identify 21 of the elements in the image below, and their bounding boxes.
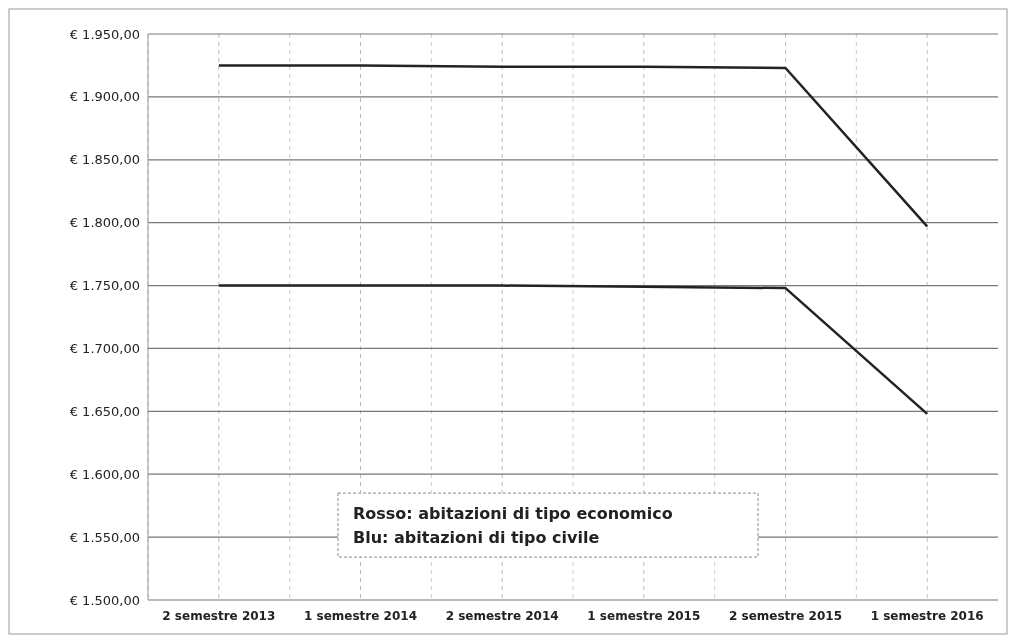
- x-tick-label: 2 semestre 2015: [729, 609, 842, 623]
- x-tick-label: 1 semestre 2014: [304, 609, 417, 623]
- x-tick-label: 2 semestre 2013: [162, 609, 276, 623]
- y-tick-label: € 1.500,00: [69, 592, 140, 608]
- y-tick-label: € 1.750,00: [69, 278, 140, 294]
- line-series: [217, 64, 929, 228]
- y-tick-label: € 1.550,00: [69, 529, 140, 545]
- y-tick-label: € 1.950,00: [69, 26, 140, 42]
- y-tick-label: € 1.800,00: [69, 215, 140, 231]
- y-tick-label: € 1.850,00: [69, 152, 140, 168]
- y-tick-label: € 1.600,00: [69, 466, 140, 482]
- note-box: Rosso: abitazioni di tipo economico Blu: abitazioni di tipo civile: [337, 492, 759, 558]
- x-tick-label: 2 semestre 2014: [445, 609, 559, 623]
- annotation: Blu: abitazioni di tipo civile: [353, 528, 600, 548]
- y-tick-label: € 1.700,00: [69, 340, 140, 356]
- x-tick-label: 1 semestre 2016: [870, 609, 984, 623]
- y-tick-label: € 1.650,00: [69, 403, 140, 419]
- annotation: Rosso: abitazioni di tipo economico: [353, 504, 673, 524]
- y-tick-label: € 1.900,00: [69, 89, 140, 105]
- x-tick-label: 1 semestre 2015: [587, 609, 701, 623]
- line-series: [217, 284, 929, 416]
